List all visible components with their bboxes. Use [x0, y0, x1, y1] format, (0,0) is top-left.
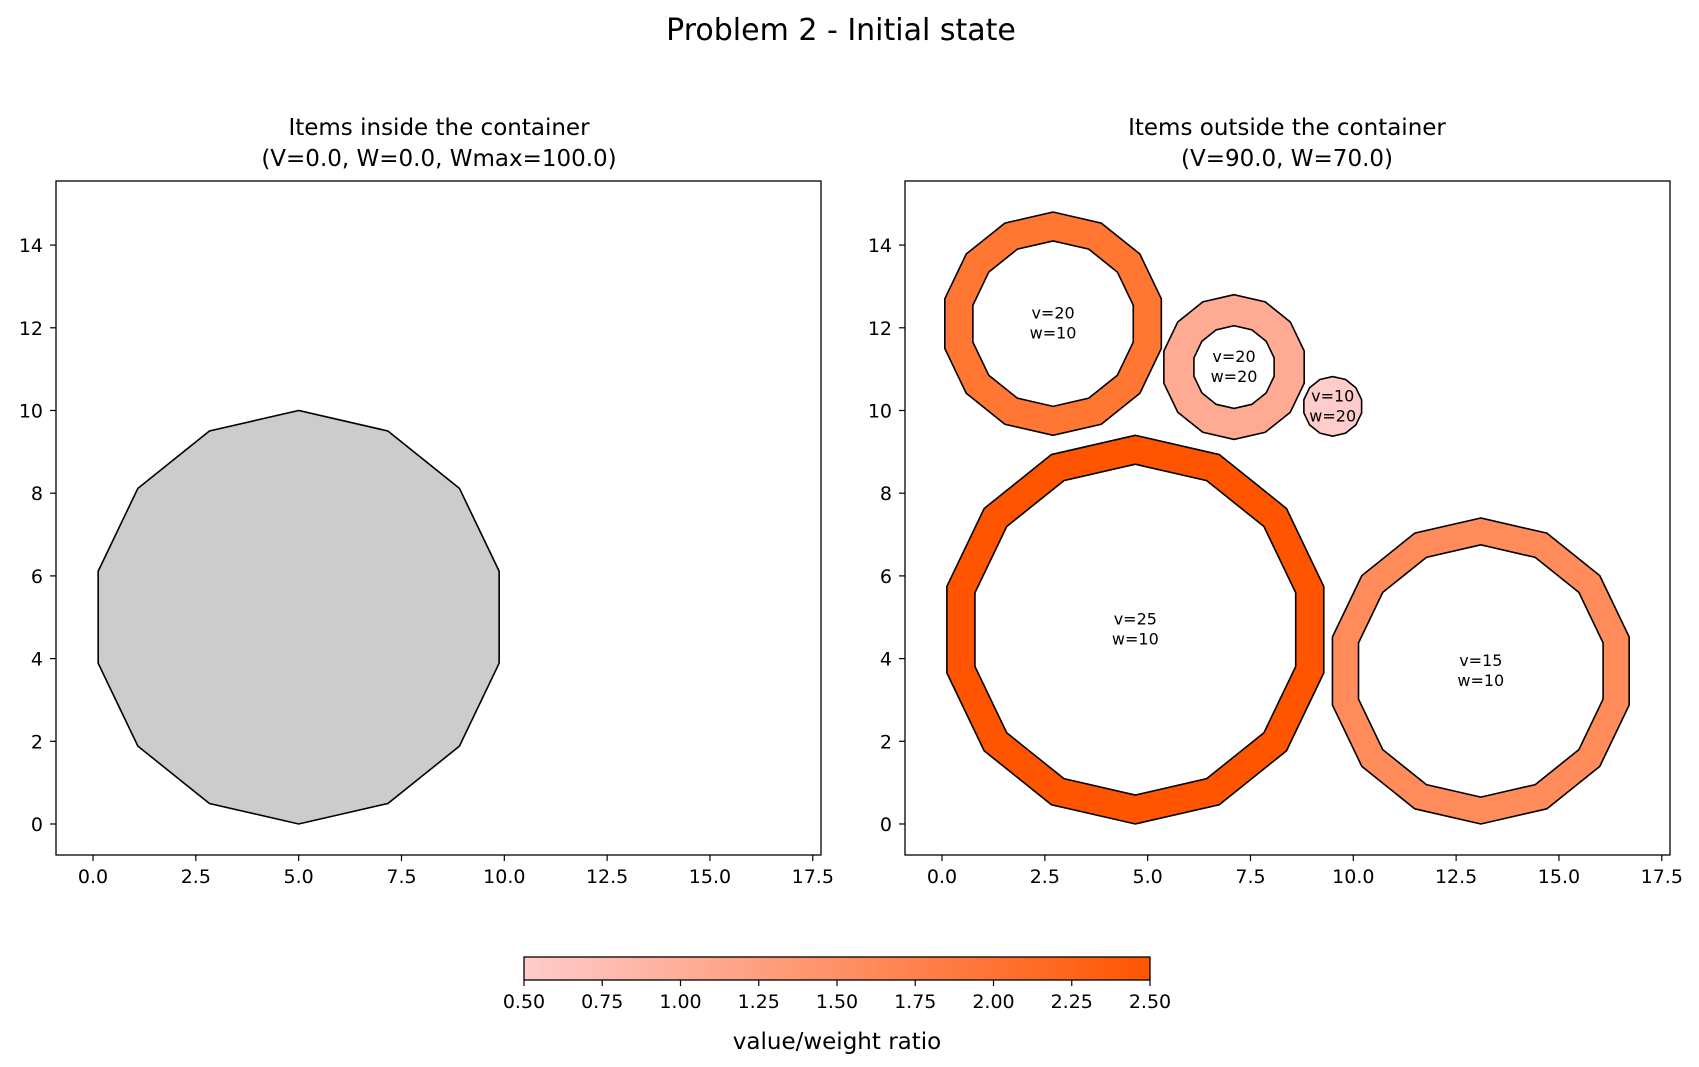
y-tick-label: 8 — [880, 483, 892, 505]
y-tick-label: 12 — [19, 318, 43, 340]
axes-frame — [904, 180, 1671, 856]
item-weight-label: w=20 — [1309, 406, 1356, 425]
axes-items-inside: Items inside the container (V=0.0, W=0.0… — [19, 115, 834, 888]
colorbar-tick-label: 1.00 — [659, 991, 701, 1013]
axes-items-outside: Items outside the container (V=90.0, W=7… — [868, 115, 1683, 888]
x-tick-label: 2.5 — [1030, 866, 1060, 888]
y-tick-label: 0 — [31, 814, 43, 836]
x-tick-label: 17.5 — [1641, 866, 1683, 888]
figure-title: Problem 2 - Initial state — [666, 13, 1016, 48]
axes-title-line1: Items inside the container — [288, 115, 590, 141]
x-tick-label: 12.5 — [1435, 866, 1477, 888]
colorbar-tick-label: 0.75 — [581, 991, 623, 1013]
item-ring: v=25w=10 — [946, 434, 1325, 825]
y-axis: 0 2 4 6 8 10 12 14 — [19, 235, 56, 836]
x-tick-label: 7.5 — [386, 866, 416, 888]
y-tick-label: 4 — [31, 649, 43, 671]
y-tick-label: 14 — [19, 235, 43, 257]
x-tick-label: 10.0 — [1332, 866, 1374, 888]
colorbar-tick-label: 2.00 — [972, 991, 1014, 1013]
x-tick-label: 15.0 — [689, 866, 731, 888]
colorbar-tick-label: 1.50 — [816, 991, 858, 1013]
y-tick-label: 2 — [880, 731, 892, 753]
x-axis: 0.0 2.5 5.0 7.5 10.0 12.5 15.0 17.5 — [78, 855, 834, 888]
item-value-label: v=10 — [1311, 386, 1354, 405]
item-polygon — [1163, 293, 1305, 441]
x-tick-label: 5.0 — [1133, 866, 1163, 888]
x-tick-label: 15.0 — [1538, 866, 1580, 888]
item-value-label: v=25 — [1114, 610, 1157, 629]
item-polygon — [1331, 517, 1630, 825]
item-value-label: v=20 — [1212, 347, 1255, 366]
colorbar-ticks: 0.50 0.75 1.00 1.25 1.50 1.75 2.00 2.25 2.50 — [503, 980, 1171, 1013]
item-ring: v=20w=10 — [944, 211, 1163, 437]
item-value-label: v=15 — [1459, 651, 1502, 670]
item-polygon — [946, 434, 1325, 825]
item-weight-label: w=10 — [1112, 630, 1159, 649]
axes-frame — [55, 180, 822, 856]
colorbar-tick-label: 0.50 — [503, 991, 545, 1013]
container-polygon — [97, 409, 500, 825]
y-tick-label: 10 — [19, 400, 43, 422]
x-tick-label: 12.5 — [586, 866, 628, 888]
x-tick-label: 2.5 — [181, 866, 211, 888]
item-weight-label: w=10 — [1030, 324, 1077, 343]
colorbar-label: value/weight ratio — [733, 1029, 941, 1055]
y-tick-label: 10 — [868, 400, 892, 422]
item-ring: v=10w=20 — [1303, 375, 1363, 437]
plot-area — [97, 409, 500, 825]
y-tick-label: 4 — [880, 649, 892, 671]
item-polygon — [1303, 375, 1363, 437]
x-tick-label: 0.0 — [927, 866, 957, 888]
axes-title-line2: (V=0.0, W=0.0, Wmax=100.0) — [261, 146, 616, 172]
item-ring: v=20w=20 — [1163, 293, 1305, 441]
x-tick-label: 10.0 — [483, 866, 525, 888]
plot-area: v=20w=10v=20w=20v=10w=20v=25w=10v=15w=10 — [944, 211, 1630, 825]
y-tick-label: 14 — [868, 235, 892, 257]
axes-title-line1: Items outside the container — [1128, 115, 1446, 141]
item-polygon — [944, 211, 1163, 437]
y-tick-label: 12 — [868, 318, 892, 340]
item-weight-label: w=10 — [1457, 671, 1504, 690]
x-axis: 0.0 2.5 5.0 7.5 10.0 12.5 15.0 17.5 — [927, 855, 1683, 888]
colorbar-gradient — [523, 956, 1151, 981]
x-tick-label: 0.0 — [78, 866, 108, 888]
y-tick-label: 0 — [880, 814, 892, 836]
y-axis: 0 2 4 6 8 10 12 14 — [868, 235, 905, 836]
colorbar-tick-label: 2.50 — [1129, 991, 1171, 1013]
colorbar-tick-label: 1.75 — [894, 991, 936, 1013]
y-tick-label: 8 — [31, 483, 43, 505]
x-tick-label: 17.5 — [792, 866, 834, 888]
x-tick-label: 5.0 — [284, 866, 314, 888]
item-value-label: v=20 — [1031, 304, 1074, 323]
y-tick-label: 6 — [31, 566, 43, 588]
item-weight-label: w=20 — [1211, 367, 1258, 386]
y-tick-label: 6 — [880, 566, 892, 588]
axes-title-line2: (V=90.0, W=70.0) — [1181, 146, 1393, 172]
y-tick-label: 2 — [31, 731, 43, 753]
x-tick-label: 7.5 — [1235, 866, 1265, 888]
colorbar-tick-label: 1.25 — [738, 991, 780, 1013]
item-ring: v=15w=10 — [1331, 517, 1630, 825]
colorbar: 0.50 0.75 1.00 1.25 1.50 1.75 2.00 2.25 2.50 val… — [503, 956, 1171, 1055]
colorbar-tick-label: 2.25 — [1051, 991, 1093, 1013]
